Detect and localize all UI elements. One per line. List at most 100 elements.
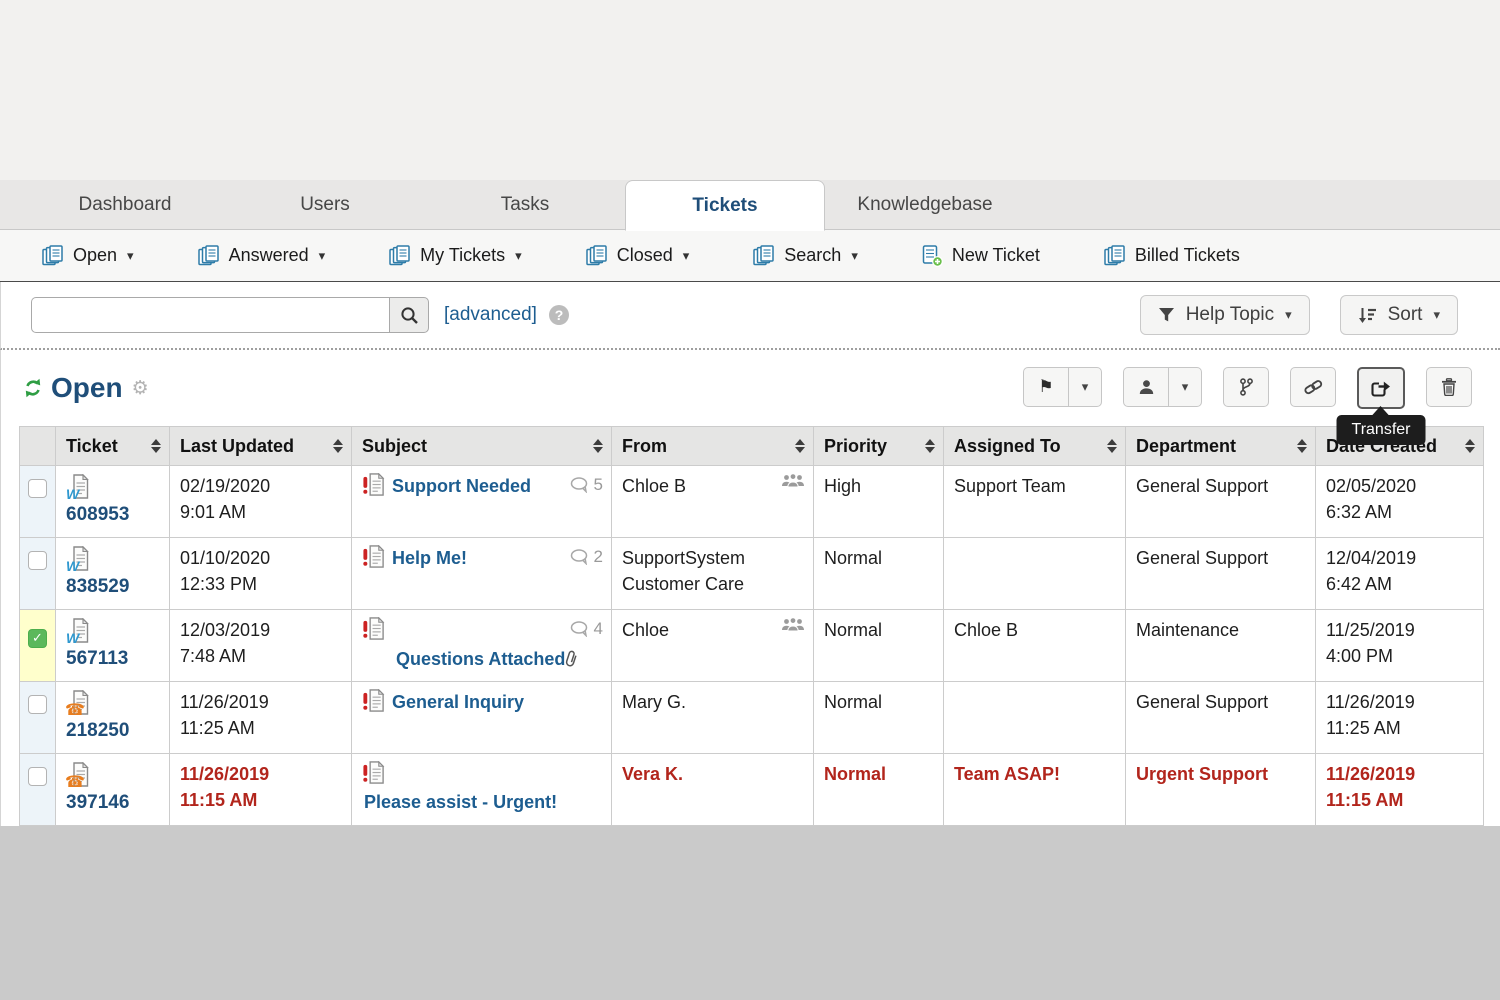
ticket-cell: W 608953 xyxy=(55,465,170,538)
transfer-button-group: Transfer xyxy=(1336,367,1426,445)
ticket-number-link[interactable]: 567113 xyxy=(66,648,129,670)
sort-arrows-icon xyxy=(925,439,935,453)
row-checkbox[interactable] xyxy=(28,695,47,714)
last-updated-cell: 02/19/2020 9:01 AM xyxy=(169,465,352,538)
last-updated-cell: 11/26/2019 11:15 AM xyxy=(169,753,352,826)
priority-cell: Normal xyxy=(813,753,944,826)
department-cell: General Support xyxy=(1125,537,1316,610)
sort-arrows-icon xyxy=(151,439,161,453)
assigned-to-cell: Team ASAP! xyxy=(943,753,1126,826)
ticket-toolbar: ⚑ ▾ ▾ xyxy=(1023,367,1472,445)
view-heading-row: Open ⚙ ⚑ ▾ ▾ xyxy=(0,350,1500,445)
nav-item-search[interactable]: Search ▾ xyxy=(753,245,858,266)
flag-dropdown-button[interactable]: ▾ xyxy=(1068,368,1101,406)
row-checkbox[interactable] xyxy=(28,479,47,498)
tab-label: Dashboard xyxy=(78,194,172,215)
column-header-from[interactable]: From xyxy=(611,426,814,466)
gear-icon[interactable]: ⚙ xyxy=(131,377,149,399)
advanced-search-link[interactable]: [advanced] xyxy=(444,304,537,325)
subject-cell: Help Me! 2 xyxy=(351,537,612,610)
column-header-priority[interactable]: Priority xyxy=(813,426,944,466)
tab-knowledgebase[interactable]: Knowledgebase xyxy=(825,180,1025,229)
last-updated-cell: 12/03/2019 7:48 AM xyxy=(169,609,352,682)
link-button-group xyxy=(1290,367,1336,407)
tab-users[interactable]: Users xyxy=(225,180,425,229)
date-created-cell: 11/26/2019 11:15 AM xyxy=(1315,753,1484,826)
chat-bubble-icon xyxy=(570,621,590,638)
table-header-row: Ticket Last Updated Subject From Priority Ass… xyxy=(19,426,1484,466)
ticket-number-link[interactable]: 838529 xyxy=(66,576,130,598)
assign-button[interactable] xyxy=(1124,368,1168,406)
flag-button[interactable]: ⚑ xyxy=(1024,368,1068,406)
nav-item-answered[interactable]: Answered ▾ xyxy=(197,245,325,266)
document-alert-icon xyxy=(362,689,385,713)
subject-link[interactable]: General Inquiry xyxy=(392,692,525,712)
row-checkbox[interactable]: ✓ xyxy=(28,628,47,648)
delete-button[interactable] xyxy=(1427,368,1471,406)
sort-button[interactable]: Sort ▾ xyxy=(1339,295,1458,335)
from-cell: SupportSystem Customer Care xyxy=(611,537,814,610)
trash-icon xyxy=(1441,378,1457,396)
tab-dashboard[interactable]: Dashboard xyxy=(25,180,225,229)
help-topic-filter-button[interactable]: Help Topic ▾ xyxy=(1139,295,1310,335)
link-icon xyxy=(1303,379,1324,395)
nav-item-new-ticket[interactable]: New Ticket xyxy=(922,244,1040,267)
transfer-icon xyxy=(1371,379,1391,398)
tab-tickets[interactable]: Tickets xyxy=(625,180,825,231)
phone-ticket-icon: ☎ xyxy=(66,690,90,716)
column-header-ticket[interactable]: Ticket xyxy=(55,426,170,466)
refresh-icon[interactable] xyxy=(23,378,43,398)
chat-bubble-icon xyxy=(570,477,590,494)
subject-link[interactable]: Questions Attached xyxy=(396,648,566,669)
date-created-cell: 11/26/2019 11:25 AM xyxy=(1315,681,1484,754)
ticket-number-link[interactable]: 218250 xyxy=(66,720,130,742)
assigned-to-cell: Support Team xyxy=(943,465,1126,538)
sort-arrows-icon xyxy=(795,439,805,453)
assign-dropdown-button[interactable]: ▾ xyxy=(1168,368,1201,406)
from-cell: Chloe B xyxy=(611,465,814,538)
page-background-top xyxy=(0,0,1500,180)
column-header-subject[interactable]: Subject xyxy=(351,426,612,466)
subject-link[interactable]: Please assist - Urgent! xyxy=(364,792,558,812)
search-button[interactable] xyxy=(389,297,429,333)
nav-item-closed[interactable]: Closed ▾ xyxy=(585,245,689,266)
tab-tasks[interactable]: Tasks xyxy=(425,180,625,229)
delete-button-group xyxy=(1426,367,1472,407)
svg-text:W: W xyxy=(66,630,81,644)
row-checkbox[interactable] xyxy=(28,551,47,570)
row-checkbox[interactable] xyxy=(28,767,47,786)
help-icon[interactable]: ? xyxy=(548,305,569,325)
chat-bubble-icon xyxy=(570,549,590,566)
tickets-stack-icon xyxy=(389,245,412,266)
column-header-assigned-to[interactable]: Assigned To xyxy=(943,426,1126,466)
priority-cell: Normal xyxy=(813,609,944,682)
link-button[interactable] xyxy=(1291,368,1335,406)
nav-item-label: Open xyxy=(73,245,118,265)
document-alert-icon xyxy=(362,473,385,497)
funnel-icon xyxy=(1158,307,1175,323)
column-header-department[interactable]: Department xyxy=(1125,426,1316,466)
ticket-number-link[interactable]: 397146 xyxy=(66,792,130,814)
subject-link[interactable]: Help Me! xyxy=(392,548,468,568)
svg-text:W: W xyxy=(66,486,81,500)
column-header-last-updated[interactable]: Last Updated xyxy=(169,426,352,466)
nav-item-label: Answered xyxy=(228,245,309,265)
subject-link[interactable]: Support Needed xyxy=(392,476,532,496)
thread-count: 2 xyxy=(570,545,603,570)
ticket-number-link[interactable]: 608953 xyxy=(66,504,130,526)
table-row: ☎ 218250 11/26/2019 11:25 AM General Inqui… xyxy=(19,681,1484,754)
merge-button[interactable] xyxy=(1224,368,1268,406)
nav-item-my-tickets[interactable]: My Tickets ▾ xyxy=(389,245,522,266)
search-box xyxy=(31,297,429,333)
nav-item-open[interactable]: Open ▾ xyxy=(42,245,134,266)
chevron-down-icon: ▾ xyxy=(1285,307,1292,322)
nav-item-billed-tickets[interactable]: Billed Tickets xyxy=(1104,245,1240,266)
web-ticket-icon: W xyxy=(66,618,90,644)
search-row: [advanced] ? Help Topic ▾ Sort ▾ xyxy=(0,282,1500,350)
search-input[interactable] xyxy=(31,297,389,333)
last-updated-cell: 01/10/2020 12:33 PM xyxy=(169,537,352,610)
thread-count: 5 xyxy=(570,473,603,498)
transfer-button[interactable] xyxy=(1359,369,1403,407)
group-icon xyxy=(781,473,805,489)
ticket-nav-bar: Open ▾ Answered ▾ My Tickets ▾ Closed ▾ Search ▾ N… xyxy=(0,230,1500,282)
